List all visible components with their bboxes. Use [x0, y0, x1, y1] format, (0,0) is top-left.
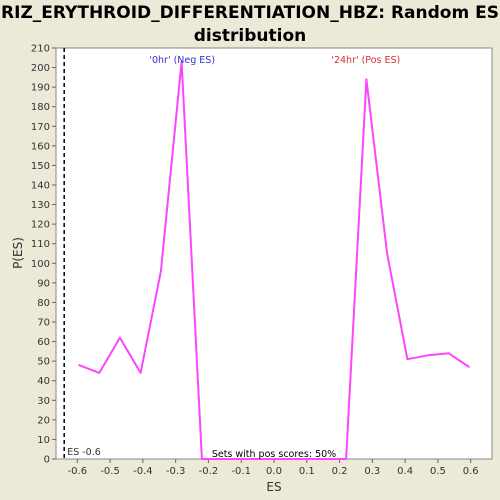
y-tick-label: 190 — [31, 83, 50, 94]
x-tick-label: -0.1 — [231, 466, 251, 477]
y-tick-label: 140 — [31, 181, 50, 192]
data-point — [180, 60, 183, 63]
x-tick-label: -0.3 — [166, 466, 186, 477]
data-point — [119, 336, 121, 339]
y-tick-label: 30 — [37, 396, 50, 407]
y-tick-label: 110 — [31, 239, 50, 250]
y-tick-label: 50 — [37, 357, 50, 368]
annotations: '0hr' (Neg ES) '24hr' (Pos ES) Sets with p… — [149, 55, 400, 460]
x-tick-label: 0.5 — [430, 466, 446, 477]
data-point — [304, 458, 306, 460]
data-point — [98, 372, 101, 374]
y-tick-label: 180 — [31, 102, 50, 113]
series-polyline — [78, 60, 470, 460]
x-tick-label: 0.3 — [364, 466, 380, 477]
x-tick-label: -0.5 — [100, 466, 120, 477]
y-tick-label: 210 — [31, 44, 50, 55]
data-point — [345, 458, 347, 460]
data-point — [386, 252, 388, 255]
data-point — [242, 458, 244, 460]
y-tick-label: 170 — [31, 122, 50, 133]
y-tick-label: 120 — [31, 220, 50, 231]
y-axis: 0 10 20 30 40 50 60 70 80 90 100 110 120 130 140 150 160… — [31, 44, 56, 466]
x-tick-label: -0.2 — [199, 466, 219, 477]
y-tick-label: 20 — [37, 415, 50, 426]
y-tick-label: 80 — [37, 298, 50, 309]
x-tick-label: 0.4 — [397, 466, 413, 477]
data-point — [160, 270, 162, 272]
y-tick-label: 160 — [31, 141, 50, 152]
es-marker: ES -0.6 — [63, 48, 101, 459]
data-point — [427, 354, 429, 357]
pos-scores-annotation: Sets with pos scores: 50% — [212, 449, 336, 460]
es-marker-label: ES -0.6 — [67, 447, 101, 458]
data-point — [365, 78, 368, 81]
pos-es-annotation: '24hr' (Pos ES) — [331, 55, 400, 66]
series-line — [78, 60, 470, 460]
data-point — [447, 352, 450, 355]
x-tick-label: 0.0 — [266, 466, 282, 477]
x-tick-label: -0.4 — [133, 466, 153, 477]
x-axis-label: ES — [266, 480, 281, 494]
y-axis-label: P(ES) — [11, 237, 25, 269]
data-point — [406, 358, 409, 360]
y-tick-label: 0 — [44, 455, 50, 466]
y-tick-label: 10 — [37, 435, 50, 446]
y-tick-label: 200 — [31, 63, 50, 74]
x-tick-label: 0.2 — [332, 466, 348, 477]
data-point — [468, 366, 470, 368]
data-point — [139, 372, 142, 374]
y-tick-label: 100 — [31, 259, 50, 270]
chart-title: RIZ_ERYTHROID_DIFFERENTIATION_HBZ: Rando… — [1, 3, 499, 46]
x-tick-label: 0.1 — [299, 466, 315, 477]
data-point — [78, 364, 80, 366]
plot-area — [55, 47, 493, 460]
data-point — [263, 458, 265, 460]
neg-es-annotation: '0hr' (Neg ES) — [149, 55, 215, 66]
y-tick-label: 150 — [31, 161, 50, 172]
data-point — [324, 458, 327, 460]
x-tick-label: 0.6 — [463, 466, 479, 477]
y-tick-label: 60 — [37, 337, 50, 348]
data-point — [283, 458, 285, 460]
y-tick-label: 40 — [37, 376, 50, 387]
y-tick-label: 130 — [31, 200, 50, 211]
y-tick-label: 90 — [37, 278, 50, 289]
data-point — [201, 458, 203, 460]
y-tick-label: 70 — [37, 318, 50, 329]
x-tick-label: -0.6 — [68, 466, 88, 477]
x-axis: -0.6 -0.5 -0.4 -0.3 -0.2 -0.1 0.0 0.1 0.2 0.3 0.4 0… — [68, 459, 479, 477]
data-point — [221, 458, 224, 460]
